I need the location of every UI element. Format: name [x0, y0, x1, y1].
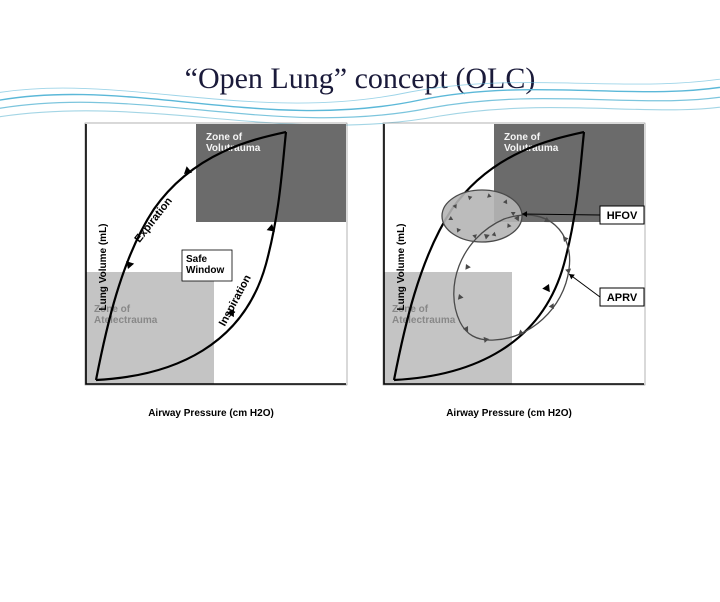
svg-text:HFOV: HFOV: [607, 210, 638, 222]
svg-text:APRV: APRV: [607, 292, 638, 304]
page-title: “Open Lung” concept (OLC): [0, 62, 720, 96]
xlabel-right: Airway Pressure (cm H2O): [364, 408, 654, 419]
chart-right: Lung Volume (mL) Zone ofVolutraumaZone o…: [364, 114, 654, 419]
svg-text:Expiration: Expiration: [132, 195, 175, 245]
xlabel-left: Airway Pressure (cm H2O): [66, 408, 356, 419]
ylabel-left: Lung Volume (mL): [98, 223, 109, 310]
chart-left: Lung Volume (mL) Zone ofVolutraumaZone o…: [66, 114, 356, 419]
charts-row: Lung Volume (mL) Zone ofVolutraumaZone o…: [0, 114, 720, 419]
ylabel-right: Lung Volume (mL): [396, 223, 407, 310]
